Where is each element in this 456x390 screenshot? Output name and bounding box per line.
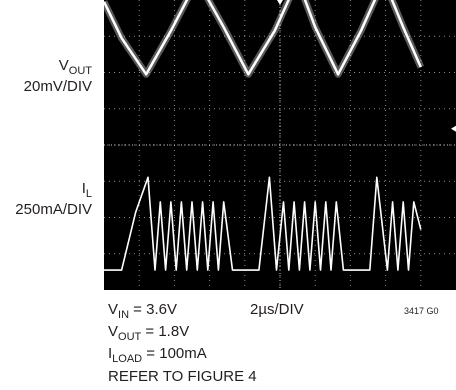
vout-main: V: [108, 323, 119, 340]
inductor-current-trace: [104, 176, 422, 271]
timebase-label: 2µs/DIV: [250, 301, 304, 318]
iload-main: I: [108, 345, 113, 362]
iload-value: = 100mA: [142, 345, 207, 362]
iload-sub: LOAD: [112, 353, 143, 365]
vout-sub: OUT: [118, 331, 142, 343]
vout-scale-label: 20mV/DIV: [23, 78, 92, 95]
vin-value: = 3.6V: [129, 301, 177, 318]
scope-traces: [104, 0, 456, 271]
vout-label-main: V: [58, 57, 69, 74]
vout-condition: VOUT = 1.8V: [108, 323, 190, 343]
il-channel-label: IL: [81, 180, 92, 200]
vout-channel-label: VOUT: [58, 57, 92, 77]
iload-condition: ILOAD = 100mA: [108, 345, 207, 365]
refer-note: REFER TO FIGURE 4: [108, 368, 257, 385]
il-scale-label: 250mA/DIV: [15, 201, 92, 218]
trigger-level-marker: [451, 125, 456, 132]
vin-sub: IN: [118, 309, 130, 321]
vin-condition: VIN = 3.6V: [108, 301, 177, 321]
figure-id: 3417 G0: [404, 306, 439, 316]
vout-trace: [104, 0, 422, 76]
vout-value: = 1.8V: [141, 323, 190, 340]
vin-main: V: [108, 301, 119, 318]
oscilloscope-screen: [104, 0, 456, 290]
il-label-sub: L: [85, 188, 92, 200]
il-label-main: I: [81, 180, 86, 197]
vout-label-sub: OUT: [68, 65, 92, 77]
trigger-position-marker: [277, 0, 283, 5]
